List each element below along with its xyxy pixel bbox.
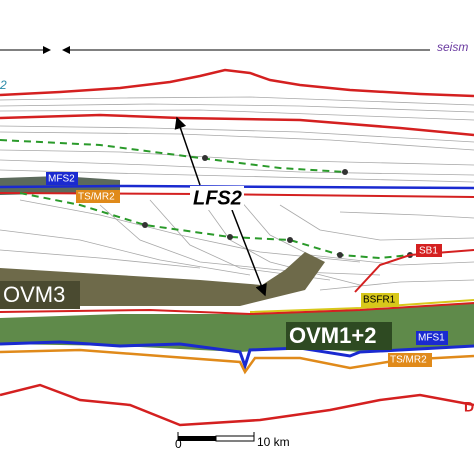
- right-cut-label: D: [464, 399, 474, 415]
- arrow: [231, 209, 267, 297]
- horizon: [0, 383, 474, 427]
- scale-zero: 0: [175, 437, 182, 451]
- label-bg: [0, 281, 80, 309]
- scale-length: 10 km: [257, 435, 290, 449]
- arrow: [174, 116, 201, 186]
- horizon: [0, 340, 474, 371]
- left-label: 2: [0, 78, 7, 92]
- horizon: [0, 348, 474, 375]
- horizon-tag: BSFR1: [363, 295, 396, 306]
- tag-bg: [46, 172, 78, 185]
- tag-bg: [416, 331, 448, 345]
- dashed-line: [19, 192, 411, 260]
- lfs2-label: LFS2: [193, 187, 242, 209]
- tag-bg: [416, 244, 442, 257]
- horizon: [249, 299, 474, 313]
- tag-bg: [76, 190, 120, 203]
- horizon-tag: TS/MR2: [390, 355, 427, 366]
- horizon-tag: SB1: [419, 246, 438, 257]
- dashed-line: [0, 139, 346, 173]
- label-bg: [190, 186, 244, 210]
- ovm3-body: [0, 252, 325, 306]
- horizon: [0, 68, 474, 98]
- ovm12-label: OVM1+2: [289, 323, 376, 348]
- label-bg: [286, 322, 392, 350]
- ovm3-label: OVM3: [3, 282, 65, 307]
- horizon-tag: MFS2: [48, 174, 75, 185]
- horizon-tag: TS/MR2: [78, 192, 115, 203]
- tag-bg: [361, 293, 399, 307]
- horizon: [0, 302, 474, 316]
- seismic-label: seism: [437, 40, 468, 54]
- horizon-tag: MFS1: [418, 333, 445, 344]
- horizon: [0, 113, 474, 137]
- scale-bar: [178, 436, 216, 441]
- tag-bg: [388, 353, 432, 367]
- scale-bar: [215, 435, 255, 442]
- points: [142, 155, 413, 258]
